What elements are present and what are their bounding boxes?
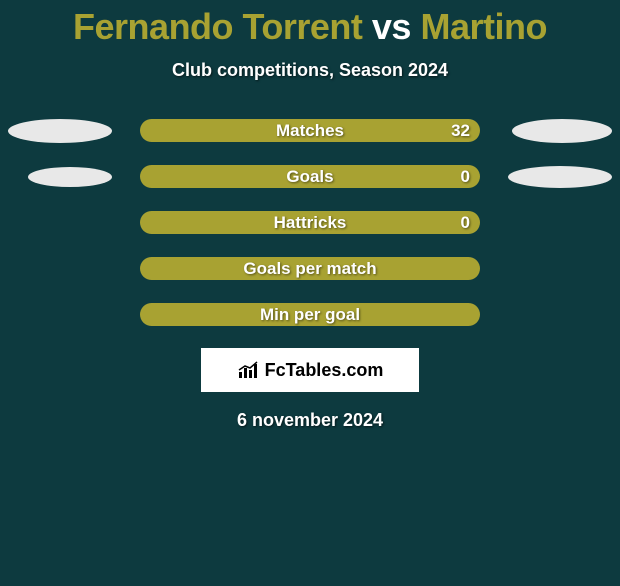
stat-value: 0: [461, 213, 470, 233]
stat-row: Goals per match: [0, 257, 620, 280]
stat-row: Matches 32: [0, 119, 620, 142]
logo-box: FcTables.com: [201, 348, 419, 392]
stat-value: 32: [451, 121, 470, 141]
stat-label: Goals: [286, 167, 333, 187]
stat-bar: Hattricks 0: [140, 211, 480, 234]
stat-label: Goals per match: [243, 259, 376, 279]
stat-row: Goals 0: [0, 165, 620, 188]
stat-value: 0: [461, 167, 470, 187]
stat-bar: Matches 32: [140, 119, 480, 142]
stat-label: Matches: [276, 121, 344, 141]
stat-bar: Goals per match: [140, 257, 480, 280]
right-ellipse: [508, 166, 612, 188]
comparison-title: Fernando Torrent vs Martino: [0, 6, 620, 48]
stat-bar: Min per goal: [140, 303, 480, 326]
stat-row: Hattricks 0: [0, 211, 620, 234]
subtitle: Club competitions, Season 2024: [0, 60, 620, 81]
vs-text: vs: [372, 6, 411, 47]
stat-label: Min per goal: [260, 305, 360, 325]
logo-chart-icon: [237, 360, 261, 380]
left-ellipse: [28, 167, 112, 187]
stat-bar: Goals 0: [140, 165, 480, 188]
logo-text: FcTables.com: [265, 360, 384, 381]
stat-label: Hattricks: [274, 213, 347, 233]
player1-name: Fernando Torrent: [73, 6, 362, 47]
left-ellipse: [8, 119, 112, 143]
player2-name: Martino: [420, 6, 547, 47]
stats-container: Matches 32 Goals 0 Hattricks 0 Goals per match…: [0, 119, 620, 326]
stat-row: Min per goal: [0, 303, 620, 326]
right-ellipse: [512, 119, 612, 143]
date-text: 6 november 2024: [0, 410, 620, 431]
